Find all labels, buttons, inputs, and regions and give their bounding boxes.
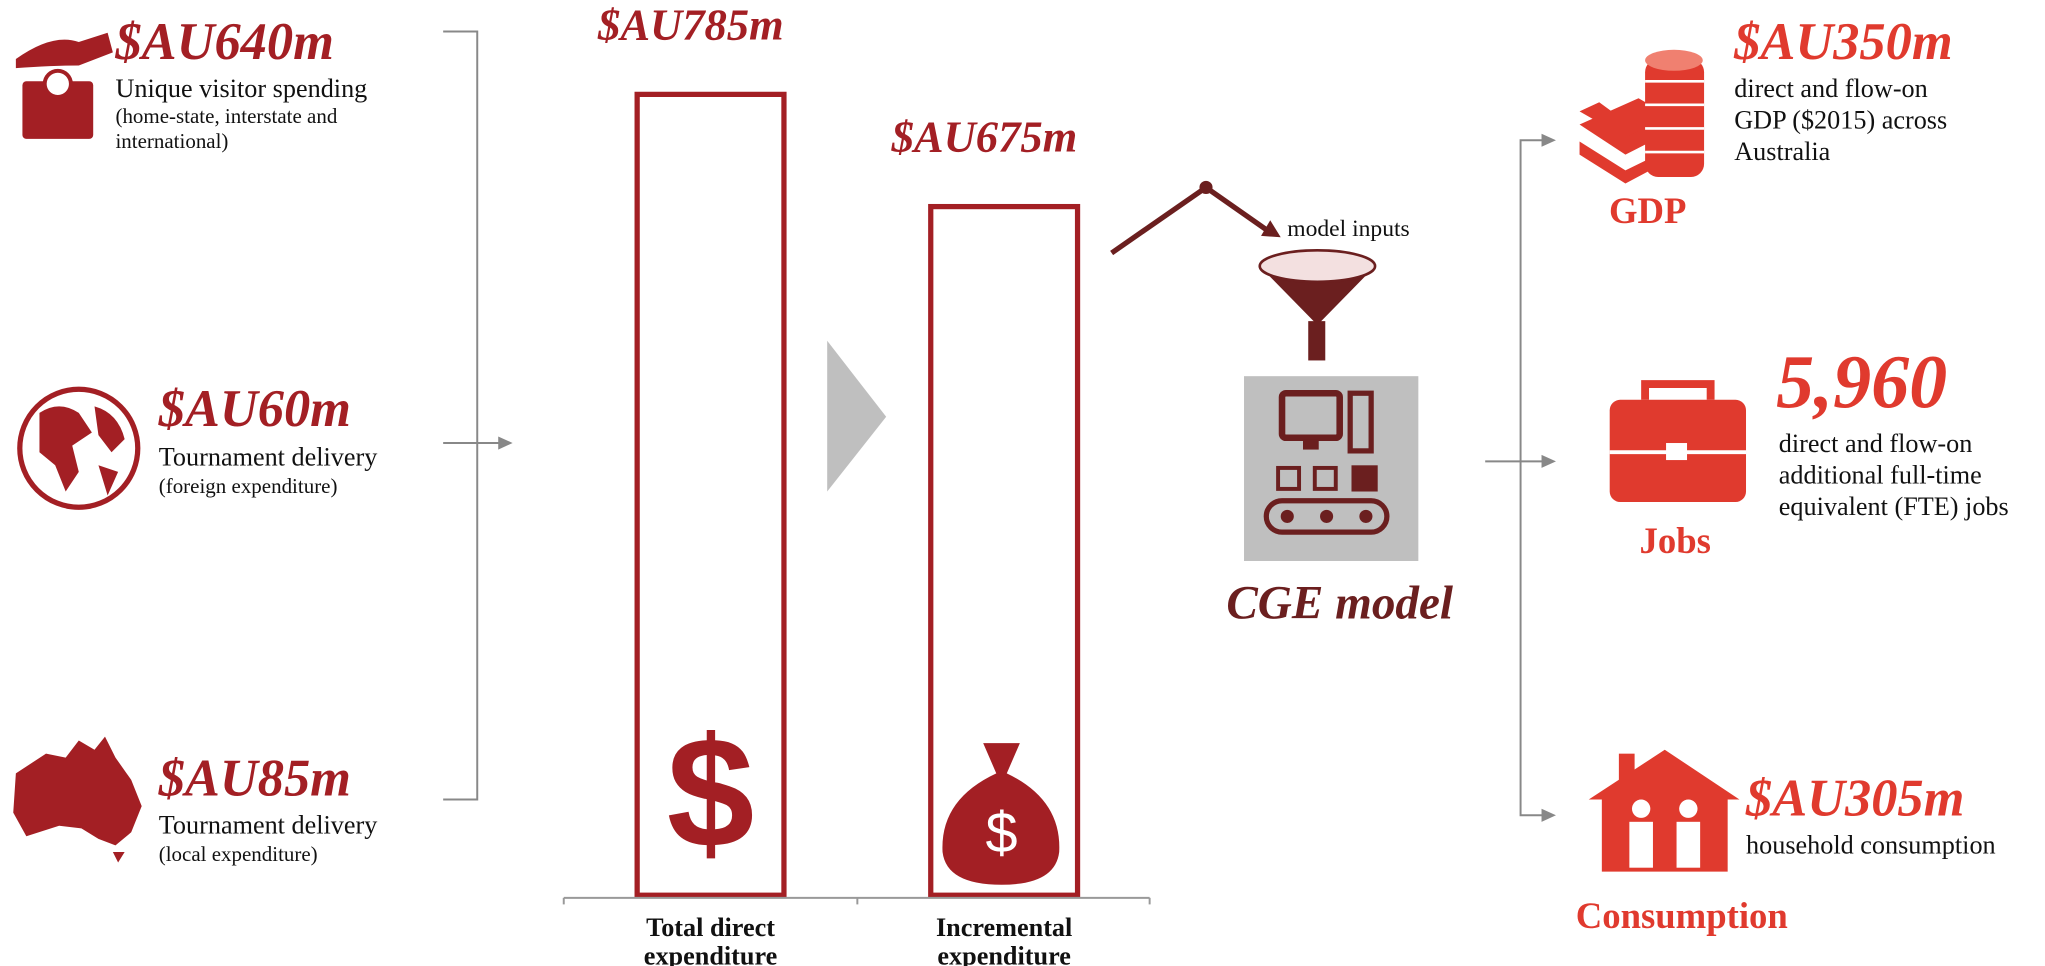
bar-label: $AU785m xyxy=(597,0,784,49)
input-label: Tournament delivery xyxy=(159,442,378,471)
globe-icon xyxy=(17,386,141,510)
money-bag-icon: $ xyxy=(942,743,1060,885)
arrow-joint xyxy=(1199,180,1213,194)
output-text: Australia xyxy=(1734,137,1830,166)
input-label: Unique visitor spending xyxy=(115,74,367,103)
input-label: Tournament delivery xyxy=(159,811,378,840)
bar-category: expenditure xyxy=(644,942,777,966)
arrowhead xyxy=(498,436,513,450)
process-arrow xyxy=(827,340,887,492)
gdp-icon xyxy=(1579,49,1705,184)
output-bracket xyxy=(1485,139,1547,817)
output-text: additional full-time xyxy=(1779,461,1982,490)
output-amount: 5,960 xyxy=(1776,341,1947,425)
bar-category: Incremental xyxy=(936,913,1072,942)
arrowheads xyxy=(1541,133,1556,822)
computer-icon xyxy=(1244,376,1419,561)
svg-text:$: $ xyxy=(985,801,1017,865)
input-note: (foreign expenditure) xyxy=(159,474,338,498)
input-amount: $AU85m xyxy=(158,750,351,808)
australia-icon xyxy=(13,736,142,863)
model-inputs-label: model inputs xyxy=(1287,216,1409,242)
output-label: Consumption xyxy=(1576,895,1788,936)
bar xyxy=(634,91,787,898)
jobs-icon xyxy=(1609,380,1747,503)
funnel-icon xyxy=(1258,249,1377,361)
input-note: international) xyxy=(115,129,228,153)
visitor-icon xyxy=(15,32,113,139)
output-text: direct and flow-on xyxy=(1734,74,1928,103)
input-arrow xyxy=(1110,184,1274,256)
output-label: Jobs xyxy=(1640,520,1711,561)
input-amount: $AU640m xyxy=(114,13,333,71)
model-title: CGE model xyxy=(1226,578,1454,630)
output-amount: $AU350m xyxy=(1733,13,1952,71)
input-note: (local expenditure) xyxy=(159,842,318,866)
bar-label: $AU675m xyxy=(891,112,1078,162)
house-icon xyxy=(1588,749,1740,872)
input-note: (home-state, interstate and xyxy=(115,104,337,128)
bar-category: Total direct xyxy=(646,913,775,942)
bar-axis xyxy=(562,896,1151,905)
output-text: equivalent (FTE) jobs xyxy=(1779,492,2009,521)
output-text: direct and flow-on xyxy=(1779,429,1973,458)
output-text: GDP ($2015) across xyxy=(1734,105,1947,134)
bar xyxy=(928,203,1081,898)
output-label: GDP xyxy=(1609,190,1686,231)
dollar-icon: $ xyxy=(667,706,754,881)
output-text: household consumption xyxy=(1746,830,1996,859)
input-amount: $AU60m xyxy=(158,380,351,438)
output-amount: $AU305m xyxy=(1745,769,1964,827)
input-bracket xyxy=(443,30,505,801)
bar-category: expenditure xyxy=(937,942,1070,966)
arrowhead xyxy=(1261,220,1281,238)
